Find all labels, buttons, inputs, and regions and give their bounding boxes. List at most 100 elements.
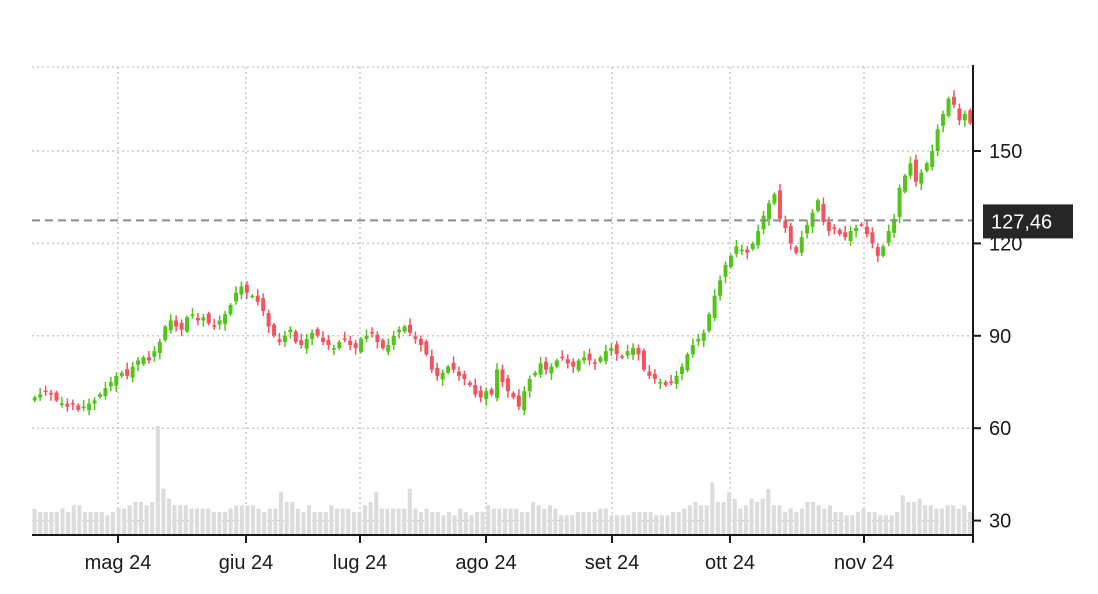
- candle-down: [968, 110, 973, 124]
- volume-bar: [833, 511, 838, 535]
- volume-bar: [38, 511, 43, 535]
- candle-up: [582, 357, 587, 361]
- candle-up: [799, 237, 804, 253]
- volume-bar: [900, 495, 905, 535]
- candle-up: [157, 341, 162, 354]
- volume-bar: [620, 515, 625, 535]
- candle-up: [223, 314, 228, 325]
- volume-bar: [144, 505, 149, 535]
- volume-bar: [497, 508, 502, 535]
- candle-up: [310, 332, 315, 339]
- candle-down: [832, 227, 837, 229]
- volume-bar: [805, 502, 810, 535]
- candle-down: [179, 322, 184, 330]
- volume-bar: [855, 511, 860, 535]
- candle-down: [951, 96, 956, 105]
- volume-bar: [643, 511, 648, 535]
- candle-down: [293, 331, 298, 342]
- volume-bar: [413, 508, 418, 535]
- candle-down: [777, 190, 782, 219]
- volume-bar: [637, 511, 642, 535]
- y-tick-label: 150: [989, 141, 1022, 163]
- volume-bar: [334, 508, 340, 535]
- volume-bar: [306, 505, 312, 535]
- candle-up: [440, 372, 445, 380]
- volume-bar: [474, 511, 480, 535]
- volume-bar: [110, 511, 116, 535]
- candle-up: [756, 231, 761, 246]
- candle-down: [592, 362, 597, 364]
- volume-bar: [211, 511, 216, 535]
- candle-down: [859, 224, 864, 226]
- candle-down: [788, 226, 793, 244]
- volume-bar: [760, 498, 765, 535]
- x-tick-label: lug 24: [333, 552, 388, 574]
- volume-bar: [867, 511, 872, 535]
- candle-up: [674, 375, 679, 384]
- volume-bar: [362, 505, 368, 535]
- candle-up: [701, 332, 706, 341]
- candle-up: [696, 338, 701, 342]
- volume-bar: [738, 508, 743, 535]
- candle-up: [946, 98, 951, 116]
- candle-down: [195, 317, 200, 321]
- candle-up: [402, 326, 407, 332]
- volume-bar: [222, 511, 228, 535]
- candle-up: [201, 317, 206, 321]
- candle-down: [636, 348, 641, 355]
- volume-bar: [262, 511, 267, 535]
- volume-bar: [749, 498, 754, 535]
- candle-up: [304, 338, 309, 349]
- volume-bar: [671, 511, 676, 535]
- volume-bar: [77, 505, 82, 535]
- volume-bar: [503, 508, 508, 535]
- volume-bar: [525, 511, 530, 535]
- volume-bar: [368, 502, 373, 535]
- candle-down: [353, 343, 358, 349]
- volume-bar: [166, 498, 172, 535]
- volume-bar: [105, 515, 110, 535]
- volume-bar: [189, 508, 194, 535]
- candle-up: [805, 224, 810, 234]
- candle-down: [174, 320, 179, 327]
- candle-down: [206, 313, 211, 324]
- volume-bar: [346, 508, 351, 535]
- volume-bar: [609, 515, 614, 535]
- last-price-badge: [983, 204, 1073, 239]
- volume-bar: [816, 505, 821, 535]
- candle-up: [685, 354, 690, 371]
- volume-bar: [710, 482, 715, 535]
- candle-up: [903, 175, 908, 192]
- candle-down: [315, 329, 320, 336]
- candle-up: [185, 317, 190, 332]
- volume-bar: [430, 511, 435, 535]
- candle-down: [418, 338, 423, 346]
- candle-up: [892, 218, 897, 233]
- volume-bar: [43, 511, 48, 535]
- candle-up: [522, 391, 527, 411]
- candle-up: [364, 335, 369, 339]
- candle-up: [603, 351, 608, 362]
- candle-down: [663, 382, 668, 386]
- candle-up: [554, 360, 559, 367]
- candle-down: [244, 284, 249, 293]
- volume-bar: [951, 505, 956, 535]
- volume-bar: [648, 511, 653, 535]
- volume-bar: [799, 508, 804, 535]
- volume-bar: [839, 511, 844, 535]
- candle-down: [565, 359, 570, 364]
- candle-down: [342, 338, 347, 340]
- candle-up: [886, 231, 891, 243]
- candle-down: [54, 392, 59, 401]
- volume-bar: [889, 515, 894, 535]
- volume-bar: [665, 515, 670, 535]
- candle-down: [456, 371, 461, 376]
- volume-bar: [301, 511, 306, 535]
- x-tick-label: ott 24: [705, 552, 755, 574]
- candle-down: [516, 395, 521, 407]
- volume-bar: [514, 508, 519, 535]
- candle-down: [272, 324, 277, 336]
- candle-up: [772, 194, 777, 204]
